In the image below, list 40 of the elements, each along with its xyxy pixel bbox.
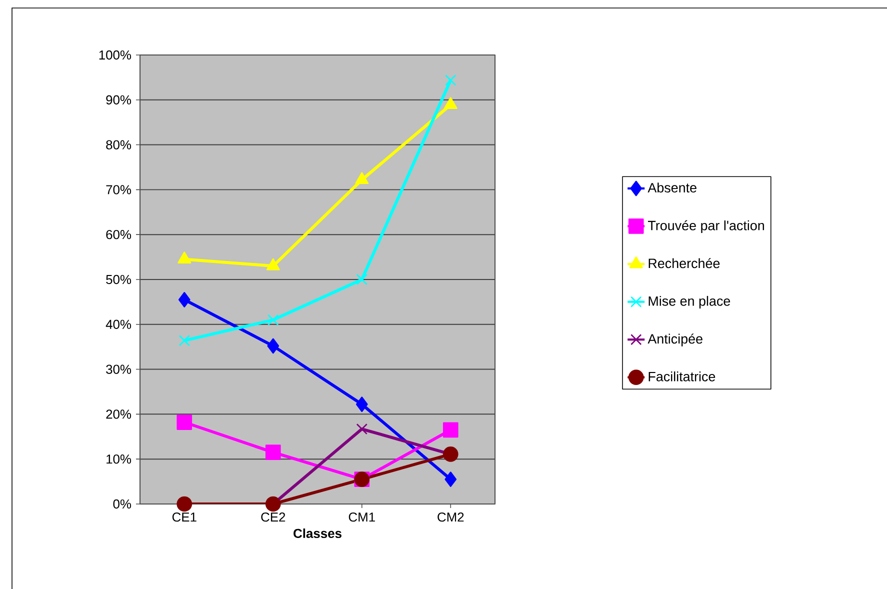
point <box>355 172 369 184</box>
point <box>267 338 280 354</box>
point <box>176 414 192 430</box>
legend-label: Trouvée par l'action <box>648 220 764 233</box>
point <box>178 252 192 264</box>
point <box>266 258 280 270</box>
y-tick-label: 60% <box>106 230 132 240</box>
point <box>268 314 279 326</box>
legend-label: Mise en place <box>648 296 730 308</box>
y-tick-label: 90% <box>106 95 132 104</box>
point <box>178 334 190 346</box>
point <box>356 423 368 435</box>
y-tick-label: 10% <box>106 454 132 464</box>
point <box>356 274 368 286</box>
legend-label: Absente <box>648 182 696 192</box>
point <box>442 446 458 462</box>
legend-label: Facilitatrice <box>648 371 716 382</box>
y-tick-label: 0% <box>113 499 132 509</box>
point <box>356 396 368 412</box>
x-tick-label: CE1 <box>172 512 196 522</box>
x-axis-title: Classes <box>294 528 342 538</box>
x-tick-label: CM2 <box>438 512 464 522</box>
y-tick-label: 30% <box>106 364 132 374</box>
x-tick-label: CE2 <box>261 512 286 522</box>
point <box>444 97 458 110</box>
point <box>444 472 457 487</box>
point <box>445 74 456 86</box>
legend-label: Anticipée <box>648 334 702 346</box>
y-tick-label: 40% <box>106 320 132 329</box>
y-tick-label: 100% <box>99 50 132 60</box>
point <box>265 444 281 460</box>
point <box>178 292 190 308</box>
x-tick-label: CM1 <box>348 512 375 522</box>
y-tick-label: 20% <box>106 410 132 419</box>
y-tick-label: 50% <box>106 274 132 284</box>
point <box>442 422 458 438</box>
legend-label: Recherchée <box>648 258 720 268</box>
y-tick-label: 70% <box>106 185 132 194</box>
point <box>265 496 281 512</box>
y-tick-label: 80% <box>106 140 132 150</box>
